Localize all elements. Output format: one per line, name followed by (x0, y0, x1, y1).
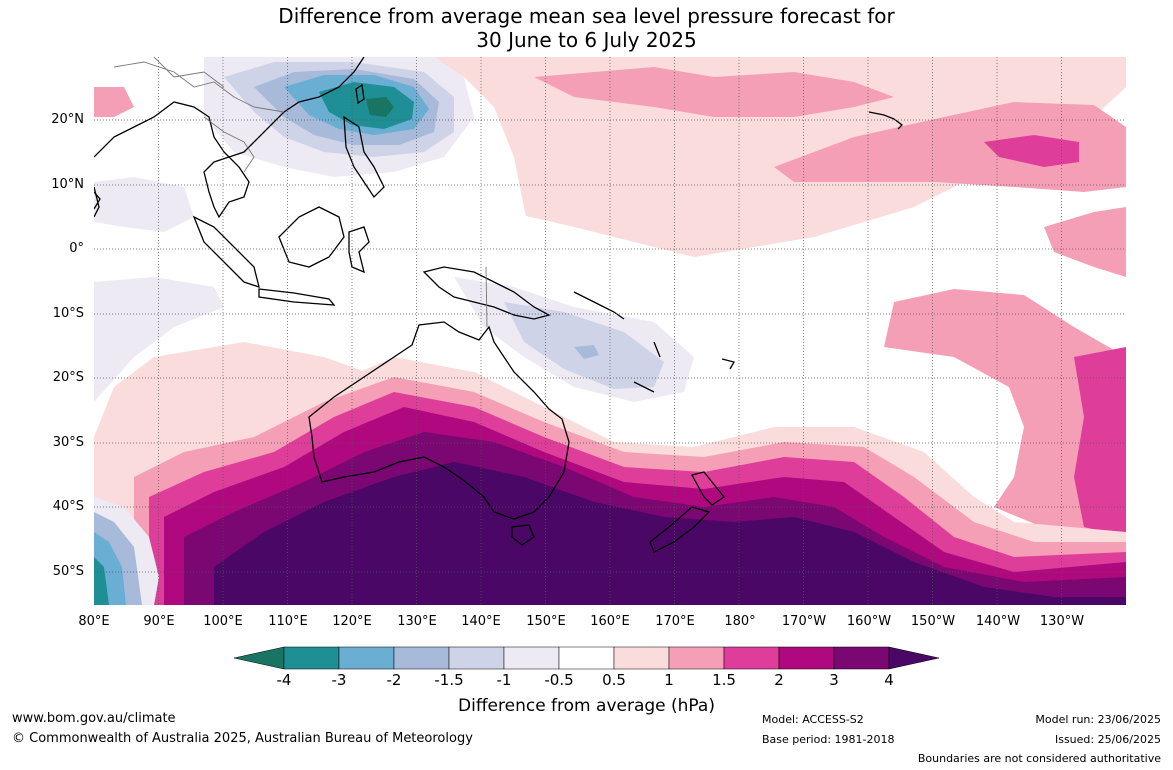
lon-label-110e: 110°E (268, 614, 308, 629)
colorbar-label-1-5: 1.5 (712, 671, 736, 689)
lat-label-30s: 30°S (52, 435, 84, 450)
lon-label-80e: 80°E (78, 614, 110, 629)
colorbar-swatch (338, 646, 395, 670)
colorbar-swatch (393, 646, 450, 670)
colorbar-label-minus1: -1 (496, 671, 512, 689)
lon-label-130w: 130°W (1039, 614, 1085, 629)
anomaly-band-teal-nw (319, 82, 414, 129)
anomaly-band-blue-grey-coral (574, 345, 599, 359)
base-period: Base period: 1981-2018 (762, 733, 895, 746)
model-name: Model: ACCESS-S2 (762, 713, 864, 726)
anomaly-band-magenta-east (1074, 347, 1126, 537)
lon-label-140w: 140°W (975, 614, 1021, 629)
copyright-text: © Commonwealth of Australia 2025, Austra… (12, 731, 473, 746)
lat-label-20n: 20°N (51, 112, 84, 127)
lat-label-50s: 50°S (52, 564, 84, 579)
lat-label-10n: 10°N (51, 177, 84, 192)
new-zealand-coastline (649, 471, 725, 553)
colorbar-swatch (448, 646, 505, 670)
lon-label-160e: 160°E (590, 614, 630, 629)
anomaly-band-dark-purple-core (219, 487, 894, 599)
lon-label-180: 180° (724, 614, 756, 629)
colorbar-swatch (503, 646, 560, 670)
lon-label-170e: 170°E (655, 614, 695, 629)
colorbar-label-3: 3 (829, 671, 839, 689)
anomaly-band-lavender-indian (94, 177, 194, 232)
vanuatu-coastline (653, 341, 661, 358)
colorbar-swatch (283, 646, 340, 670)
colorbar-swatch-extend-low (233, 646, 285, 670)
anomaly-band-magenta-north (984, 135, 1079, 167)
colorbar-label-0-5: 0.5 (602, 671, 626, 689)
lat-label-10s: 10°S (52, 306, 84, 321)
hawaii-coastline (868, 111, 903, 130)
colorbar-title: Difference from average (hPa) (458, 696, 715, 716)
lon-label-90e: 90°E (143, 614, 175, 629)
colorbar-swatch (558, 646, 615, 670)
boundaries-disclaimer: Boundaries are not considered authoritat… (917, 752, 1161, 765)
graticule (94, 57, 1126, 605)
anomaly-band-dark-teal-nw (366, 97, 394, 117)
colorbar-swatch (613, 646, 670, 670)
solomon-islands-coastline (573, 291, 625, 320)
lon-label-160w: 160°W (846, 614, 892, 629)
anomaly-band-pink-north (534, 67, 894, 117)
lat-label-20s: 20°S (52, 370, 84, 385)
colorbar-label-minus0-5: -0.5 (544, 671, 574, 689)
borneo-coastline (278, 206, 345, 268)
lon-label-150e: 150°E (526, 614, 566, 629)
anomaly-band-pink-southeast (884, 289, 1126, 532)
coastlines (94, 57, 903, 553)
colorbar-label-2: 2 (774, 671, 784, 689)
colorbar (232, 645, 942, 671)
pressure-anomaly-map (94, 57, 1126, 605)
colorbar-label-4: 4 (884, 671, 894, 689)
sri-lanka-coastline (94, 191, 101, 210)
colorbar-label-minus2: -2 (386, 671, 402, 689)
fiji-coastline (721, 358, 735, 370)
colorbar-swatch (778, 646, 835, 670)
anomaly-band-teal-sw (94, 557, 109, 605)
philippines-coastline (343, 115, 385, 199)
new-guinea-coastline (422, 266, 551, 320)
chart-title-line1: Difference from average mean sea level p… (278, 4, 895, 28)
taiwan-coastline (355, 83, 365, 105)
lat-label-40s: 40°S (52, 499, 84, 514)
tasmania-coastline (511, 524, 535, 546)
lon-label-130e: 130°E (397, 614, 437, 629)
anomaly-band-pink-northeast (774, 102, 1126, 192)
sumatra-coastline (192, 215, 260, 288)
australia-coastline (308, 321, 570, 520)
model-run-date: Model run: 23/06/2025 (1035, 713, 1161, 726)
anomaly-band-pink-east (1044, 207, 1126, 277)
java-coastline (258, 288, 336, 306)
lat-label-0: 0° (69, 241, 84, 256)
lon-label-150w: 150°W (910, 614, 956, 629)
new-caledonia-coastline (633, 381, 655, 393)
country-boundaries (113, 57, 488, 328)
colorbar-swatch (668, 646, 725, 670)
issued-date: Issued: 25/06/2025 (1054, 733, 1161, 746)
sulawesi-coastline (348, 226, 370, 274)
lon-label-100e: 100°E (203, 614, 243, 629)
colorbar-swatch (723, 646, 780, 670)
lon-label-140e: 140°E (461, 614, 501, 629)
anomaly-band-pink-west (94, 87, 134, 117)
chart-title-line2: 30 June to 6 July 2025 (476, 28, 697, 52)
colorbar-label-minus1-5: -1.5 (434, 671, 464, 689)
colorbar-label-minus3: -3 (331, 671, 347, 689)
bom-url-link[interactable]: www.bom.gov.au/climate (12, 711, 176, 726)
anomaly-band-lilac-coral (504, 302, 664, 389)
anomaly-band-lavender-indian-south (94, 277, 224, 402)
lon-label-170w: 170°W (781, 614, 827, 629)
colorbar-swatch-extend-high (888, 646, 940, 670)
colorbar-label-minus4: -4 (276, 671, 292, 689)
colorbar-swatch (833, 646, 890, 670)
lon-label-120e: 120°E (332, 614, 372, 629)
colorbar-label-1: 1 (664, 671, 674, 689)
asia-mainland-coastline (94, 57, 365, 219)
